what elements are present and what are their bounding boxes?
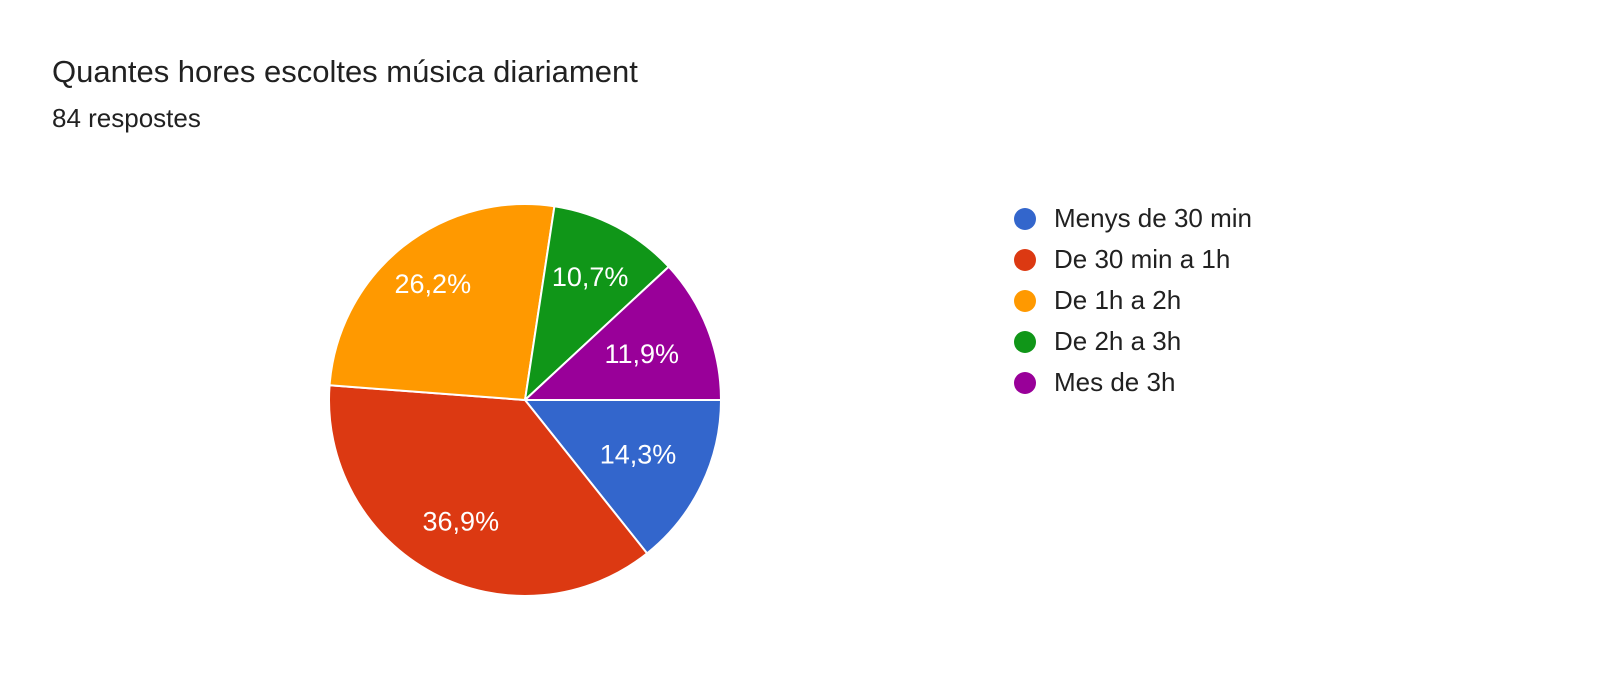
- pie-slice-1[interactable]: [328, 384, 649, 597]
- legend-color-dot-icon: [1014, 207, 1036, 230]
- legend-color-dot-icon: [1014, 289, 1036, 312]
- slice-percentage-label: 11,9%: [605, 339, 680, 369]
- legend-color-dot-icon: [1014, 371, 1036, 394]
- chart-header: Quantes hores escoltes música diariament…: [52, 53, 638, 133]
- slice-percentage-label: 14,3%: [600, 440, 677, 470]
- legend-color-dot-icon: [1014, 330, 1036, 353]
- legend-item-label: Mes de 3h: [1054, 367, 1176, 397]
- legend-item-label: De 2h a 3h: [1054, 326, 1182, 356]
- legend-item-label: De 1h a 2h: [1054, 285, 1182, 315]
- legend-item-label: Menys de 30 min: [1054, 203, 1252, 233]
- pie-slice-0[interactable]: [524, 399, 722, 555]
- legend-item-label: De 30 min a 1h: [1054, 244, 1231, 274]
- slice-percentage-label: 10,7%: [552, 262, 629, 292]
- legend-item-1: De 30 min a 1h: [1014, 239, 1252, 280]
- legend-item-0: Menys de 30 min: [1014, 198, 1252, 239]
- response-count: 84 respostes: [52, 103, 201, 133]
- legend-item-3: De 2h a 3h: [1014, 321, 1252, 362]
- pie-slice-4[interactable]: [524, 265, 722, 401]
- slice-percentage-label: 36,9%: [423, 506, 500, 536]
- legend-item-2: De 1h a 2h: [1014, 280, 1252, 321]
- chart-legend: Menys de 30 min De 30 min a 1h De 1h a 2h D…: [1014, 198, 1252, 403]
- pie-chart: 14,3% 36,9% 26,2% 10,7% 11,9%: [328, 203, 722, 597]
- slice-percentage-label: 26,2%: [395, 269, 472, 299]
- legend-item-4: Mes de 3h: [1014, 362, 1252, 403]
- chart-title: Quantes hores escoltes música diariament: [52, 54, 638, 89]
- legend-color-dot-icon: [1014, 248, 1036, 271]
- pie-slice-3[interactable]: [524, 205, 670, 401]
- pie-slice-2[interactable]: [328, 203, 556, 401]
